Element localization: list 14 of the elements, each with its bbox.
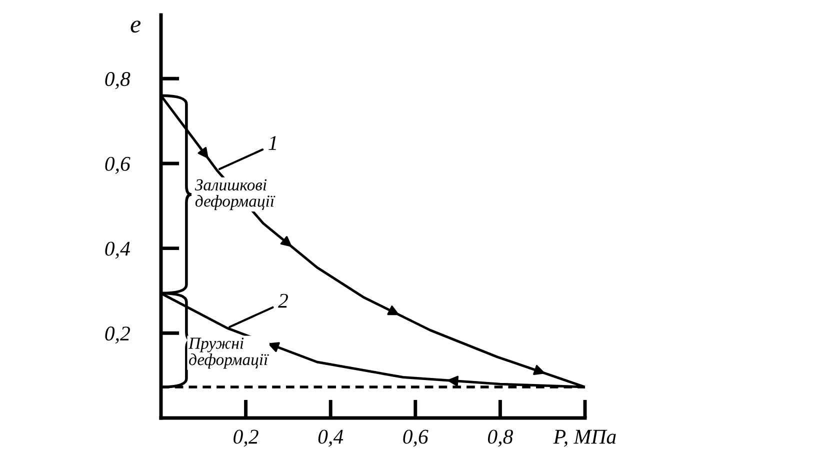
x-tick-label: 0,6 [403, 430, 428, 447]
x-tick-label: 0,8 [488, 430, 513, 447]
series-label: 2 [278, 294, 288, 308]
annotation: Залишкові деформації [194, 179, 276, 210]
x-tick-label: P, МПа [553, 430, 616, 447]
y-tick-label: 0,4 [105, 242, 130, 259]
y-tick-label: 0,6 [105, 156, 130, 174]
y-axis-title: e [130, 20, 141, 33]
x-tick-label: 0,4 [318, 430, 344, 447]
y-tick-label: 0,2 [105, 326, 130, 344]
annotation: Пружні деформації [188, 338, 269, 369]
y-tick-label: 0,8 [105, 72, 130, 90]
text: 1 [268, 136, 276, 150]
x-tick-label: 0,2 [234, 430, 258, 447]
